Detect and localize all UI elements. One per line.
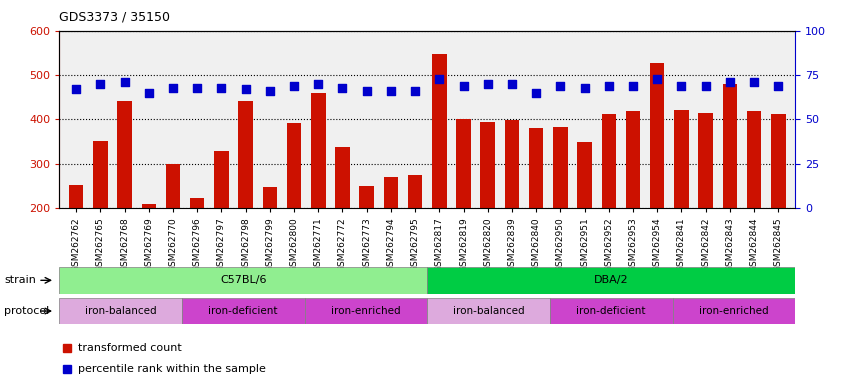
FancyBboxPatch shape (550, 298, 673, 324)
Bar (335, 147, 349, 208)
Bar (722, 84, 737, 208)
Bar (166, 164, 180, 208)
Point (215, 84, 228, 91)
Point (263, 88, 277, 94)
Point (69, 86, 83, 93)
FancyBboxPatch shape (673, 298, 795, 324)
Bar (432, 54, 447, 208)
Text: iron-enriched: iron-enriched (699, 306, 769, 316)
FancyBboxPatch shape (59, 267, 427, 294)
Point (626, 83, 640, 89)
Bar (650, 63, 664, 208)
Text: protocol: protocol (4, 306, 49, 316)
Bar (577, 142, 592, 208)
Bar (360, 185, 374, 208)
Point (167, 84, 180, 91)
Point (432, 76, 446, 82)
Bar (626, 111, 640, 208)
Bar (747, 111, 761, 208)
Point (311, 81, 325, 87)
Point (288, 83, 301, 89)
Point (118, 79, 131, 85)
Bar (69, 185, 84, 208)
Text: percentile rank within the sample: percentile rank within the sample (78, 364, 266, 374)
Text: iron-enriched: iron-enriched (331, 306, 401, 316)
Text: DBA/2: DBA/2 (594, 275, 629, 285)
FancyBboxPatch shape (182, 298, 305, 324)
Point (651, 76, 664, 82)
Bar (287, 122, 301, 208)
Bar (505, 120, 519, 208)
Text: iron-balanced: iron-balanced (453, 306, 525, 316)
Point (409, 88, 422, 94)
FancyBboxPatch shape (427, 267, 795, 294)
Point (336, 84, 349, 91)
Bar (553, 127, 568, 208)
Point (94, 81, 107, 87)
Point (674, 83, 688, 89)
Bar (311, 93, 326, 208)
Bar (93, 141, 107, 208)
Point (530, 90, 543, 96)
Point (360, 88, 373, 94)
Point (505, 81, 519, 87)
Point (457, 83, 470, 89)
Bar (408, 175, 422, 208)
Point (553, 83, 567, 89)
Bar (602, 114, 616, 208)
FancyBboxPatch shape (305, 298, 427, 324)
Bar (190, 197, 205, 208)
Point (384, 88, 398, 94)
Point (190, 84, 204, 91)
Point (747, 79, 761, 85)
Bar (262, 187, 277, 208)
Text: C57BL/6: C57BL/6 (220, 275, 266, 285)
Point (239, 86, 252, 93)
Point (481, 81, 495, 87)
Point (578, 84, 591, 91)
FancyBboxPatch shape (59, 298, 182, 324)
Bar (771, 114, 786, 208)
Bar (699, 113, 713, 208)
Bar (456, 119, 471, 208)
Bar (118, 101, 132, 208)
Point (142, 90, 156, 96)
Text: GDS3373 / 35150: GDS3373 / 35150 (59, 10, 170, 23)
Point (699, 83, 712, 89)
Point (602, 83, 616, 89)
Bar (214, 151, 228, 208)
Text: iron-balanced: iron-balanced (85, 306, 157, 316)
Text: transformed count: transformed count (78, 343, 181, 353)
Point (723, 79, 737, 85)
Text: iron-deficient: iron-deficient (576, 306, 646, 316)
Bar (481, 122, 495, 208)
Text: iron-deficient: iron-deficient (208, 306, 278, 316)
Bar (141, 204, 156, 208)
Bar (239, 101, 253, 208)
FancyBboxPatch shape (427, 298, 550, 324)
Text: strain: strain (4, 275, 36, 285)
Bar (529, 128, 543, 208)
Point (772, 83, 785, 89)
Bar (383, 177, 398, 208)
Bar (674, 110, 689, 208)
